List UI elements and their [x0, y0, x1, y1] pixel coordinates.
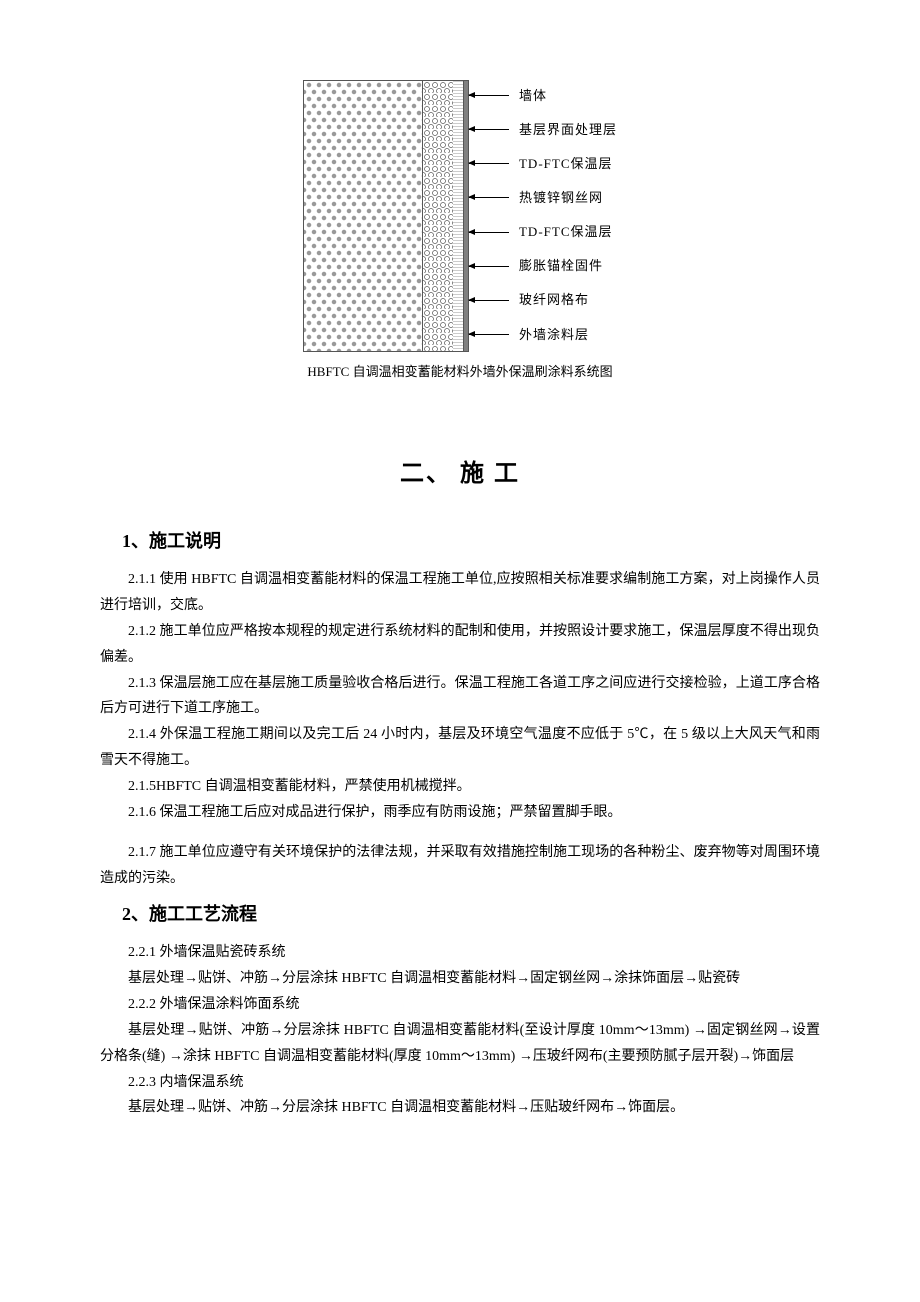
- para-2-2-2-flow: 基层处理→贴饼、冲筋→分层涂抹 HBFTC 自调温相变蓄能材料(至设计厚度 10…: [100, 1018, 820, 1070]
- para-2-1-2: 2.1.2 施工单位应严格按本规程的规定进行系统材料的配制和使用，并按照设计要求…: [100, 619, 820, 671]
- insulation-layer: [423, 80, 453, 352]
- label-exterior-coating: 外墙涂料层: [519, 323, 589, 346]
- arrow-left-icon: [469, 266, 509, 267]
- diagram-caption: HBFTC 自调温相变蓄能材料外墙外保温刷涂料系统图: [100, 360, 820, 383]
- label-row: 玻纤网格布: [469, 288, 617, 311]
- label-row: 膨胀锚栓固件: [469, 254, 617, 277]
- para-2-1-7: 2.1.7 施工单位应遵守有关环境保护的法律法规，并采取有效措施控制施工现场的各…: [100, 840, 820, 892]
- section-2-title: 2、施工工艺流程: [122, 898, 820, 930]
- arrow-left-icon: [469, 334, 509, 335]
- arrow-left-icon: [469, 163, 509, 164]
- label-tdftc-2: TD-FTC保温层: [519, 220, 613, 243]
- mesh-layer: [453, 80, 463, 352]
- arrow-left-icon: [469, 300, 509, 301]
- para-2-2-1: 2.2.1 外墙保温贴瓷砖系统: [100, 940, 820, 966]
- label-wall: 墙体: [519, 84, 547, 107]
- label-row: 热镀锌钢丝网: [469, 186, 617, 209]
- label-row: 基层界面处理层: [469, 118, 617, 141]
- arrow-left-icon: [469, 197, 509, 198]
- para-2-2-3: 2.2.3 内墙保温系统: [100, 1070, 820, 1096]
- label-galvanized-mesh: 热镀锌钢丝网: [519, 186, 603, 209]
- diagram-labels: 墙体 基层界面处理层 TD-FTC保温层 热镀锌钢丝网 TD-FTC保温层 膨胀…: [469, 80, 617, 352]
- wall-body-layer: [303, 80, 423, 352]
- label-tdftc-1: TD-FTC保温层: [519, 152, 613, 175]
- para-2-1-1: 2.1.1 使用 HBFTC 自调温相变蓄能材料的保温工程施工单位,应按照相关标…: [100, 567, 820, 619]
- label-row: TD-FTC保温层: [469, 220, 617, 243]
- wall-section-diagram: 墙体 基层界面处理层 TD-FTC保温层 热镀锌钢丝网 TD-FTC保温层 膨胀…: [303, 80, 617, 352]
- section-1-title: 1、施工说明: [122, 525, 820, 557]
- paragraph-gap: [100, 826, 820, 840]
- label-anchor-bolt: 膨胀锚栓固件: [519, 254, 603, 277]
- layer-visual-group: [303, 80, 469, 352]
- label-base-interface: 基层界面处理层: [519, 118, 617, 141]
- label-row: 外墙涂料层: [469, 323, 617, 346]
- para-2-1-3: 2.1.3 保温层施工应在基层施工质量验收合格后进行。保温工程施工各道工序之间应…: [100, 671, 820, 723]
- label-row: 墙体: [469, 84, 617, 107]
- label-fiberglass-mesh: 玻纤网格布: [519, 288, 589, 311]
- para-2-2-2: 2.2.2 外墙保温涂料饰面系统: [100, 992, 820, 1018]
- chapter-title: 二、 施 工: [100, 453, 820, 496]
- arrow-left-icon: [469, 95, 509, 96]
- para-2-2-1-flow: 基层处理→贴饼、冲筋→分层涂抹 HBFTC 自调温相变蓄能材料→固定钢丝网→涂抹…: [100, 966, 820, 992]
- para-2-1-4: 2.1.4 外保温工程施工期间以及完工后 24 小时内，基层及环境空气温度不应低…: [100, 722, 820, 774]
- diagram-container: 墙体 基层界面处理层 TD-FTC保温层 热镀锌钢丝网 TD-FTC保温层 膨胀…: [100, 80, 820, 352]
- para-2-2-3-flow: 基层处理→贴饼、冲筋→分层涂抹 HBFTC 自调温相变蓄能材料→压贴玻纤网布→饰…: [100, 1095, 820, 1121]
- arrow-left-icon: [469, 232, 509, 233]
- arrow-left-icon: [469, 129, 509, 130]
- label-row: TD-FTC保温层: [469, 152, 617, 175]
- para-2-1-5: 2.1.5HBFTC 自调温相变蓄能材料，严禁使用机械搅拌。: [100, 774, 820, 800]
- para-2-1-6: 2.1.6 保温工程施工后应对成品进行保护，雨季应有防雨设施；严禁留置脚手眼。: [100, 800, 820, 826]
